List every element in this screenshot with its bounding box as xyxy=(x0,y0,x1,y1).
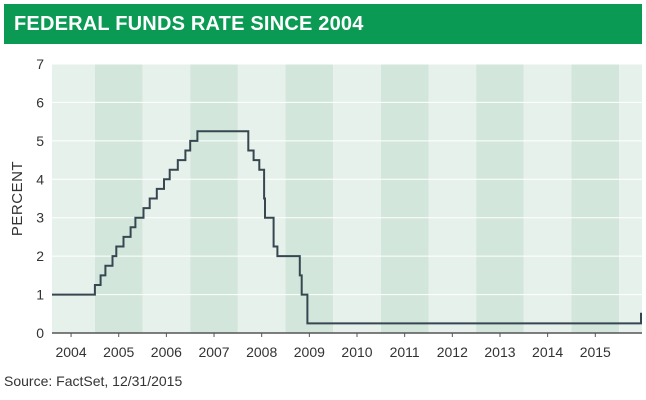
x-tick-2006: 2006 xyxy=(151,344,182,360)
y-tick-4: 4 xyxy=(36,171,44,187)
x-tick-labels: 2004 2005 2006 2007 2008 2009 2010 2011 2012 2013… xyxy=(55,333,611,360)
year-band-2015 xyxy=(619,64,642,333)
x-tick-2005: 2005 xyxy=(103,344,134,360)
x-tick-2008: 2008 xyxy=(246,344,277,360)
y-tick-2: 2 xyxy=(36,248,44,264)
y-tick-6: 6 xyxy=(36,94,44,110)
x-tick-2011: 2011 xyxy=(390,344,420,360)
year-band-2007 xyxy=(237,64,286,333)
chart-title: FEDERAL FUNDS RATE SINCE 2004 xyxy=(14,12,364,35)
x-tick-2013: 2013 xyxy=(484,344,515,360)
y-tick-0: 0 xyxy=(36,325,44,341)
year-band-2009 xyxy=(333,64,381,333)
y-tick-5: 5 xyxy=(36,133,44,149)
year-band-2014 xyxy=(571,64,620,333)
x-tick-2015: 2015 xyxy=(580,344,611,360)
x-tick-2010: 2010 xyxy=(341,344,372,360)
year-band-2003 xyxy=(52,64,95,333)
x-tick-2012: 2012 xyxy=(437,344,468,360)
y-axis-title: PERCENT xyxy=(9,161,26,236)
gridlines xyxy=(52,63,642,296)
year-band-2013 xyxy=(523,64,572,333)
x-tick-2009: 2009 xyxy=(294,344,325,360)
source-note: Source: FactSet, 12/31/2015 xyxy=(4,373,183,389)
y-tick-7: 7 xyxy=(36,56,44,72)
y-tick-1: 1 xyxy=(36,287,44,303)
year-bands xyxy=(52,64,642,333)
year-band-2010 xyxy=(380,64,429,333)
year-band-2006 xyxy=(190,64,238,333)
x-tick-2007: 2007 xyxy=(198,344,229,360)
year-band-2008 xyxy=(285,64,334,333)
year-band-2012 xyxy=(476,64,524,333)
year-band-2011 xyxy=(428,64,477,333)
y-tick-3: 3 xyxy=(36,210,44,226)
y-tick-labels: 0 1 2 3 4 5 6 7 xyxy=(36,56,44,341)
title-banner: FEDERAL FUNDS RATE SINCE 2004 xyxy=(4,4,642,44)
x-tick-2004: 2004 xyxy=(55,344,86,360)
rate-line-series xyxy=(52,130,642,325)
x-tick-2014: 2014 xyxy=(532,344,563,360)
year-band-2004 xyxy=(94,64,143,333)
